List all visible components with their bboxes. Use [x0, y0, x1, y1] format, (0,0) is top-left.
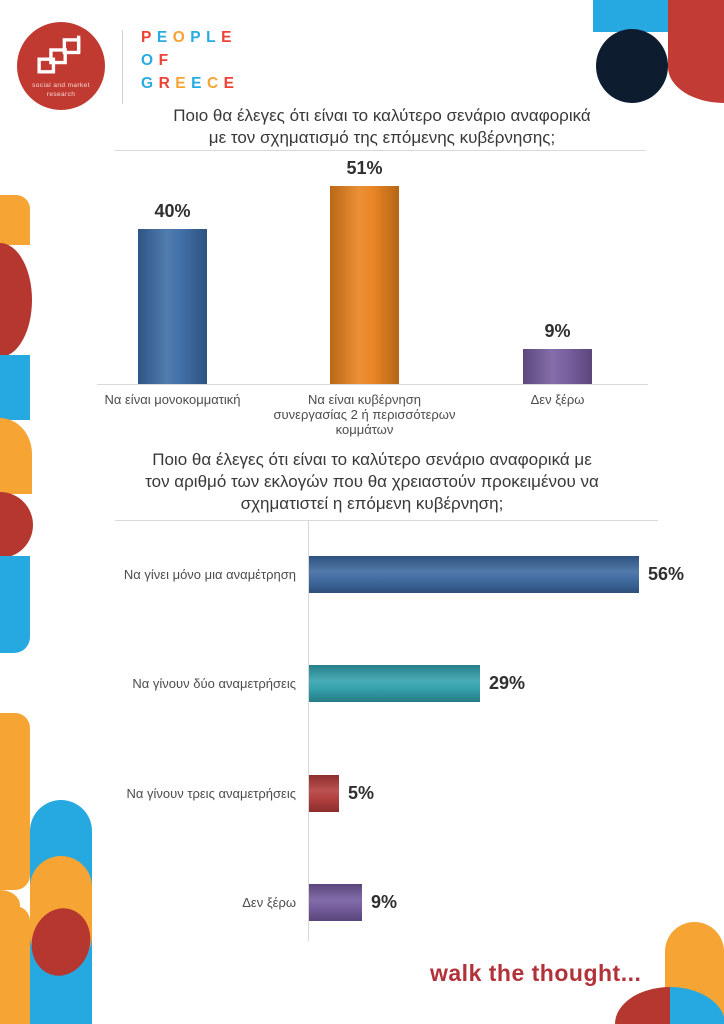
- brand-letter: L: [206, 29, 222, 46]
- chart2-axis-line: [308, 520, 309, 941]
- chart1-value-label-2: 9%: [544, 321, 571, 341]
- deco-left-orange-2: [0, 418, 32, 494]
- deco-dome-red-half: [615, 987, 670, 1024]
- chart1-value-label-1: 51%: [346, 158, 383, 178]
- chart1-bar-2: [523, 349, 592, 384]
- brand-letter: E: [156, 29, 173, 46]
- brand-letter: O: [141, 52, 159, 69]
- brand-letter: G: [141, 75, 159, 92]
- brand-row-1: OF: [141, 49, 240, 72]
- deco-topright-navy-circle: [596, 29, 668, 103]
- chart2-value-label-2: 5%: [348, 783, 375, 803]
- chart2-value-label-0: 56%: [648, 564, 685, 584]
- brand-letter: P: [141, 29, 157, 46]
- deco-left-cyan-2: [0, 556, 30, 653]
- chart2-bar-1: [309, 665, 480, 702]
- brand-title: PEOPLE OF GREECE: [141, 26, 240, 95]
- chart2-category-label-0: Να γίνει μόνο μια αναμέτρηση: [123, 567, 296, 582]
- brand-letter: E: [221, 29, 237, 46]
- chart1-plot: 40% 51% 9%: [115, 151, 648, 384]
- chart2-category-label-1: Να γίνουν δύο αναμετρήσεις: [132, 676, 296, 691]
- deco-left-orange-3: [0, 713, 30, 890]
- chart2-category-label-3: Δεν ξέρω: [242, 895, 296, 910]
- chart2-bar-2: [309, 775, 339, 812]
- chart1-category-label-1: Να είναι κυβέρνηση συνεργασίας 2 ή περισσ…: [273, 392, 456, 437]
- chart1-category-label-0: Να είναι μονοκομματική: [104, 392, 241, 407]
- deco-left-red-halfcircle: [0, 492, 33, 558]
- deco-dome-cyan-half: [670, 987, 724, 1024]
- chart1-category-label-2: Δεν ξέρω: [530, 392, 585, 407]
- chart2-value-label-1: 29%: [489, 673, 526, 693]
- logo-mark-icon: [37, 35, 81, 74]
- deco-left-orange-1: [0, 195, 30, 245]
- chart1-bar-0: [138, 229, 207, 384]
- chart2-bar-0: [309, 556, 639, 593]
- company-logo: social and market research: [17, 22, 105, 110]
- brand-letter: R: [158, 75, 176, 92]
- chart1-title-line1: Ποιο θα έλεγες ότι είναι το καλύτερο σεν…: [173, 106, 591, 125]
- deco-left-orange-4: [0, 906, 30, 1024]
- brand-letter: P: [190, 29, 207, 46]
- chart2-bar-3: [309, 884, 362, 921]
- chart2-plot: Να γίνει μόνο μια αναμέτρηση 56% Να γίνουν…: [115, 520, 715, 942]
- chart1-bar-1: [330, 186, 399, 384]
- deco-bottomright-dome: [615, 987, 724, 1024]
- logo-caption-line2: research: [46, 91, 76, 98]
- brand-letter: E: [223, 75, 240, 92]
- brand-letter: C: [206, 75, 224, 92]
- brand-letter: E: [175, 75, 192, 92]
- deco-topright-red-arch: [668, 0, 724, 103]
- chart2-title: Ποιο θα έλεγες ότι είναι το καλύτερο σεν…: [42, 449, 702, 515]
- chart1-top-border: [115, 150, 646, 151]
- deco-left-red-bulge: [0, 243, 32, 357]
- footer-tagline: walk the thought...: [430, 960, 642, 986]
- chart1-baseline: [97, 384, 648, 385]
- chart2-top-border: [115, 520, 658, 521]
- chart1-title-line2: με τον σχηματισμό της επόμενης κυβέρνηση…: [208, 128, 556, 147]
- logo-caption-line1: social and market: [32, 82, 90, 89]
- deco-left-cyan-1: [0, 355, 30, 420]
- chart2-value-label-3: 9%: [371, 892, 398, 912]
- brand-row-0: PEOPLE: [141, 26, 240, 49]
- brand-letter: O: [172, 29, 191, 46]
- chart2-category-label-2: Να γίνουν τρεις αναμετρήσεις: [126, 786, 297, 801]
- chart2-title-line1: Ποιο θα έλεγες ότι είναι το καλύτερο σεν…: [152, 450, 592, 469]
- chart1-value-label-0: 40%: [154, 201, 191, 221]
- header-divider: [122, 30, 123, 104]
- chart2-title-line2: τον αριθμό των εκλογών που θα χρειαστούν…: [145, 472, 599, 491]
- chart1-category-labels: Να είναι μονοκομματική Να είναι κυβέρνηση…: [105, 392, 648, 442]
- brand-letter: F: [158, 52, 174, 69]
- deco-topright-cyan-rect: [593, 0, 668, 32]
- brand-row-2: GREECE: [141, 72, 240, 95]
- brand-letter: E: [191, 75, 207, 92]
- chart2-title-line3: σχηματιστεί η επόμενη κυβέρνηση;: [240, 494, 504, 513]
- chart1-title: Ποιο θα έλεγες ότι είναι το καλύτερο σεν…: [52, 105, 712, 149]
